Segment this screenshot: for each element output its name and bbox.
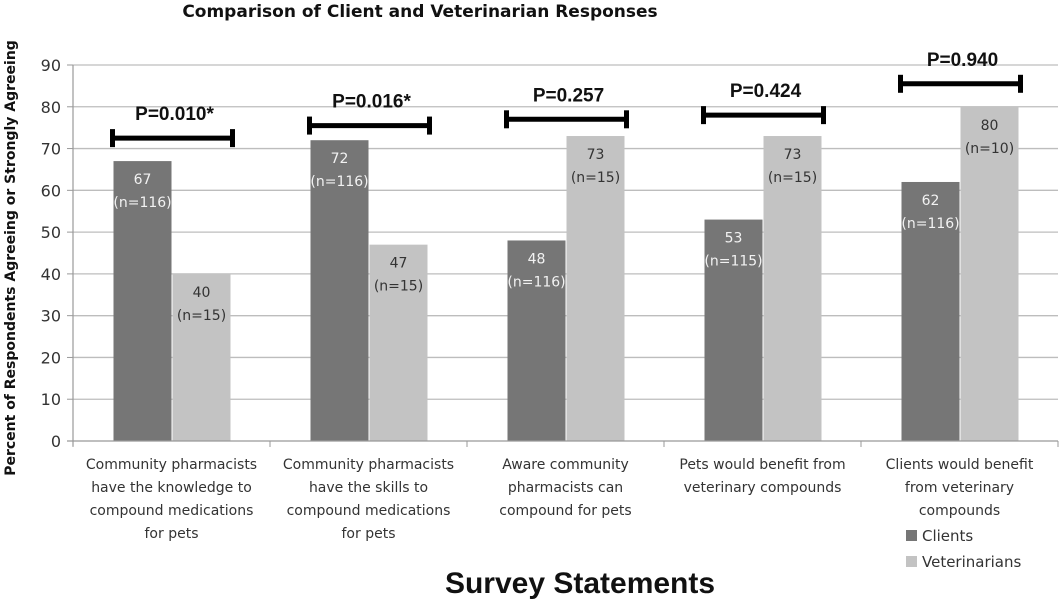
x-tick-label-line: Pets would benefit from <box>679 457 845 473</box>
bar-clients <box>113 161 172 442</box>
data-label-n: (n=15) <box>571 170 620 186</box>
data-label-value: 48 <box>528 251 546 267</box>
x-tick-label-line: compounds <box>919 503 1000 519</box>
data-label-n: (n=15) <box>177 308 226 324</box>
p-value-label: P=0.016* <box>332 92 411 113</box>
data-label-value: 40 <box>193 285 211 301</box>
y-axis-ticks: 0 10 20 30 40 50 60 70 80 90 <box>41 56 73 451</box>
data-label-value: 73 <box>784 147 802 163</box>
x-tick-label-line: Clients would benefit <box>886 457 1034 473</box>
p-value-label: P=0.010* <box>135 104 214 125</box>
p-value-label: P=0.940 <box>927 50 998 71</box>
chart-title: Comparison of Client and Veterinarian Re… <box>182 2 657 22</box>
data-label-n: (n=115) <box>704 254 762 270</box>
data-label-value: 53 <box>725 231 743 247</box>
data-label-n: (n=15) <box>768 170 817 186</box>
data-label-value: 73 <box>587 147 605 163</box>
y-tick-label: 40 <box>41 265 61 284</box>
y-tick-label: 80 <box>41 98 61 117</box>
bar-clients <box>310 140 369 441</box>
x-tick-label-line: have the skills to <box>309 480 428 496</box>
data-label-value: 62 <box>922 193 940 209</box>
bars <box>113 106 1019 442</box>
p-value-label: P=0.257 <box>533 85 604 106</box>
y-tick-label: 70 <box>41 140 61 159</box>
y-axis-label: Percent of Respondents Agreeing or Stron… <box>3 40 19 476</box>
data-label-value: 67 <box>134 172 152 188</box>
x-tick-label-line: have the knowledge to <box>91 480 252 496</box>
x-tick-label-line: compound for pets <box>499 503 631 519</box>
data-label-n: (n=116) <box>901 216 959 232</box>
legend-swatch-clients <box>906 530 917 541</box>
y-tick-label: 0 <box>51 432 61 451</box>
p-value-annotations: P=0.010* P=0.016* P=0.257 P=0.424 P=0.940 <box>110 50 1023 148</box>
p-value-label: P=0.424 <box>730 81 802 102</box>
legend-swatch-veterinarians <box>906 556 917 567</box>
x-tick-label-line: Aware community <box>502 457 629 473</box>
x-tick-label-line: compound medications <box>90 503 254 519</box>
x-tick-label-line: compound medications <box>287 503 451 519</box>
x-tick-label-line: pharmacists can <box>508 480 623 496</box>
y-tick-label: 50 <box>41 223 61 242</box>
y-tick-label: 20 <box>41 348 61 367</box>
bar-veterinarians <box>172 273 231 441</box>
x-tick-label-line: for pets <box>342 526 396 542</box>
x-tick-label-line: Community pharmacists <box>283 457 454 473</box>
x-tick-label-line: Community pharmacists <box>86 457 257 473</box>
data-label-value: 80 <box>981 118 999 134</box>
bar-veterinarians <box>960 106 1019 442</box>
bar-clients <box>507 240 566 441</box>
x-tick-label-line: veterinary compounds <box>684 480 842 496</box>
x-axis-label: Survey Statements <box>445 567 715 600</box>
y-tick-label: 90 <box>41 56 61 75</box>
legend-label-clients: Clients <box>922 527 973 545</box>
data-label-n: (n=116) <box>310 174 368 190</box>
x-tick-label: Community pharmacists have the skills to c… <box>283 457 454 542</box>
bar-clients <box>704 219 763 441</box>
gridlines <box>73 64 1058 400</box>
legend: Clients Veterinarians <box>906 527 1022 571</box>
axes <box>67 65 1058 446</box>
data-label-n: (n=15) <box>374 279 423 295</box>
data-label-value: 47 <box>390 256 408 272</box>
x-tick-label: Pets would benefit from veterinary compou… <box>679 457 845 496</box>
x-tick-label: Clients would benefit from veterinary comp… <box>886 457 1034 519</box>
bar-veterinarians <box>566 136 625 441</box>
y-tick-label: 30 <box>41 307 61 326</box>
y-tick-label: 60 <box>41 181 61 200</box>
x-tick-label-line: for pets <box>145 526 199 542</box>
x-tick-label: Aware community pharmacists can compound f… <box>499 457 631 519</box>
x-tick-label-line: from veterinary <box>905 480 1014 496</box>
data-labels: 67 (n=116) 40 (n=15) 72 (n=116) 47 (n=15) 48 (n=1… <box>113 118 1014 324</box>
x-axis-ticks: Community pharmacists have the knowledge … <box>72 441 1059 542</box>
bar-clients <box>901 181 960 441</box>
x-tick-label: Community pharmacists have the knowledge … <box>86 457 257 542</box>
y-tick-label: 10 <box>41 390 61 409</box>
legend-label-veterinarians: Veterinarians <box>922 553 1022 571</box>
bar-veterinarians <box>763 136 822 441</box>
bar-veterinarians <box>369 244 428 441</box>
data-label-value: 72 <box>331 151 349 167</box>
data-label-n: (n=116) <box>113 195 171 211</box>
data-label-n: (n=10) <box>965 141 1014 157</box>
data-label-n: (n=116) <box>507 274 565 290</box>
